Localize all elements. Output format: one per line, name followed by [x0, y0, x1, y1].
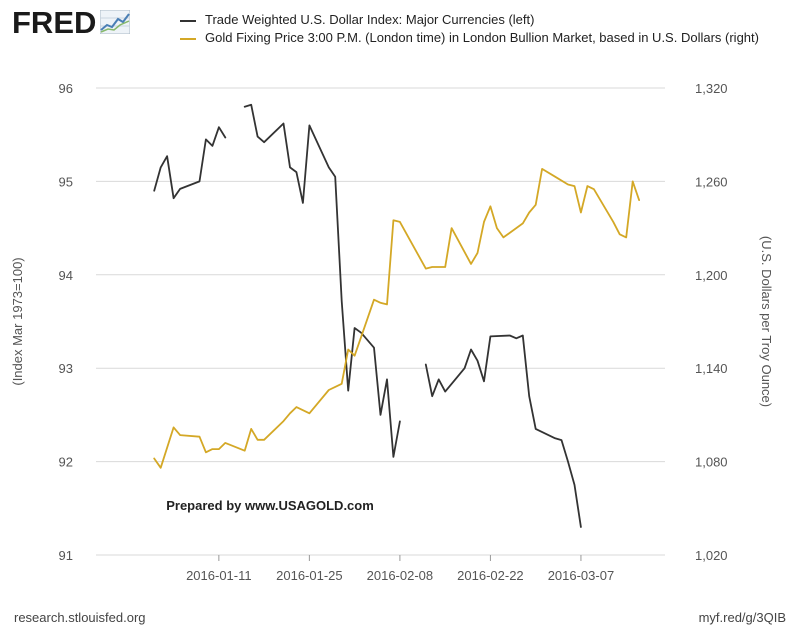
- y-left-tick-label: 92: [59, 455, 73, 470]
- y-left-tick-label: 91: [59, 548, 73, 563]
- y-right-tick-label: 1,020: [695, 548, 728, 563]
- y-right-axis-title: (U.S. Dollars per Troy Ounce): [759, 236, 774, 407]
- y-left-tick-label: 96: [59, 81, 73, 96]
- y-right-tick-label: 1,140: [695, 361, 728, 376]
- fred-logo-text: FRED: [12, 5, 97, 40]
- short-link[interactable]: myf.red/g/3QIB: [698, 610, 786, 625]
- y-right-tick-label: 1,200: [695, 268, 728, 283]
- dollar-index-line-segment: [424, 334, 582, 528]
- legend-label-gold: Gold Fixing Price 3:00 P.M. (London time…: [205, 30, 759, 45]
- x-tick-label: 2016-01-25: [276, 568, 343, 583]
- legend-swatch-gold: [180, 38, 196, 40]
- gold-price-line-segment: [153, 167, 640, 469]
- y-left-axis-title: (Index Mar 1973=100): [10, 257, 25, 385]
- source-link[interactable]: research.stlouisfed.org: [14, 610, 146, 625]
- legend: Trade Weighted U.S. Dollar Index: Major …: [180, 12, 780, 48]
- y-right-tick-label: 1,320: [695, 81, 728, 96]
- fred-logo[interactable]: FRED: [12, 5, 131, 40]
- legend-swatch-dollar: [180, 20, 196, 22]
- y-right-tick-label: 1,260: [695, 174, 728, 189]
- legend-label-dollar: Trade Weighted U.S. Dollar Index: Major …: [205, 12, 535, 27]
- legend-item-dollar[interactable]: Trade Weighted U.S. Dollar Index: Major …: [180, 12, 780, 28]
- y-right-tick-label: 1,080: [695, 455, 728, 470]
- x-tick-label: 2016-02-08: [367, 568, 434, 583]
- x-tick-label: 2016-03-07: [548, 568, 615, 583]
- chart-annotation: Prepared by www.USAGOLD.com: [166, 498, 374, 513]
- dollar-index-line-segment: [243, 103, 401, 458]
- dollar-index-line-segment: [153, 126, 227, 200]
- x-tick-label: 2016-01-11: [186, 568, 252, 583]
- fred-mini-graph-icon: [100, 10, 131, 34]
- x-tick-label: 2016-02-22: [457, 568, 524, 583]
- y-left-tick-label: 94: [59, 268, 73, 283]
- y-left-tick-label: 95: [59, 174, 73, 189]
- y-left-tick-label: 93: [59, 361, 73, 376]
- legend-item-gold[interactable]: Gold Fixing Price 3:00 P.M. (London time…: [180, 30, 780, 46]
